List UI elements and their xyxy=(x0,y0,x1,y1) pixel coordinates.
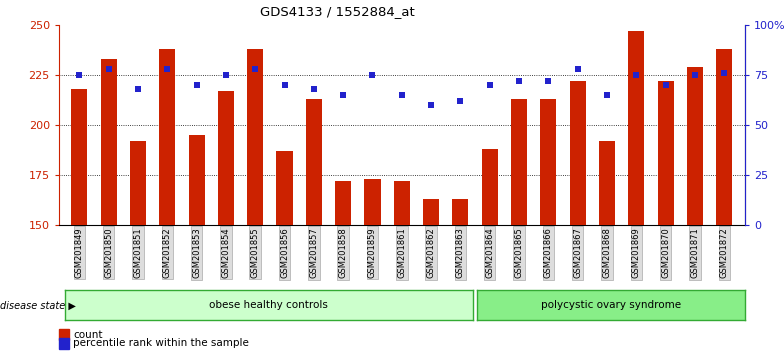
Text: disease state ▶: disease state ▶ xyxy=(0,300,76,310)
Point xyxy=(249,66,262,72)
Bar xyxy=(540,99,557,225)
Bar xyxy=(628,31,644,225)
Point xyxy=(542,78,554,84)
Bar xyxy=(658,81,673,225)
Text: count: count xyxy=(73,330,103,339)
Bar xyxy=(599,141,615,225)
Point xyxy=(103,66,115,72)
Text: percentile rank within the sample: percentile rank within the sample xyxy=(73,338,249,348)
Bar xyxy=(247,49,263,225)
Point xyxy=(454,98,466,104)
Point xyxy=(630,72,643,78)
Bar xyxy=(335,181,351,225)
Point xyxy=(572,66,584,72)
Point xyxy=(366,72,379,78)
Point xyxy=(307,86,320,92)
Point xyxy=(73,72,85,78)
Text: obese healthy controls: obese healthy controls xyxy=(209,300,328,310)
Bar xyxy=(71,89,87,225)
Bar xyxy=(306,99,322,225)
Bar xyxy=(511,99,527,225)
Point xyxy=(132,86,144,92)
Bar xyxy=(481,149,498,225)
Point xyxy=(659,82,672,88)
Point xyxy=(718,70,731,76)
Point xyxy=(337,92,350,98)
Point xyxy=(688,72,701,78)
Bar xyxy=(188,135,205,225)
Text: polycystic ovary syndrome: polycystic ovary syndrome xyxy=(541,300,681,310)
Point xyxy=(484,82,496,88)
Point xyxy=(161,66,173,72)
Bar xyxy=(100,59,117,225)
Bar xyxy=(277,151,292,225)
Bar xyxy=(687,67,703,225)
Bar xyxy=(365,179,380,225)
Point xyxy=(278,82,291,88)
Point xyxy=(425,102,437,108)
Point xyxy=(601,92,613,98)
Point xyxy=(191,82,203,88)
Bar xyxy=(570,81,586,225)
Text: GDS4133 / 1552884_at: GDS4133 / 1552884_at xyxy=(260,5,415,18)
Bar xyxy=(423,199,439,225)
Point xyxy=(395,92,408,98)
Bar xyxy=(394,181,410,225)
Bar xyxy=(130,141,146,225)
Bar xyxy=(218,91,234,225)
Bar xyxy=(452,199,469,225)
Bar xyxy=(717,49,732,225)
Point xyxy=(220,72,232,78)
Bar xyxy=(159,49,176,225)
Point xyxy=(513,78,525,84)
